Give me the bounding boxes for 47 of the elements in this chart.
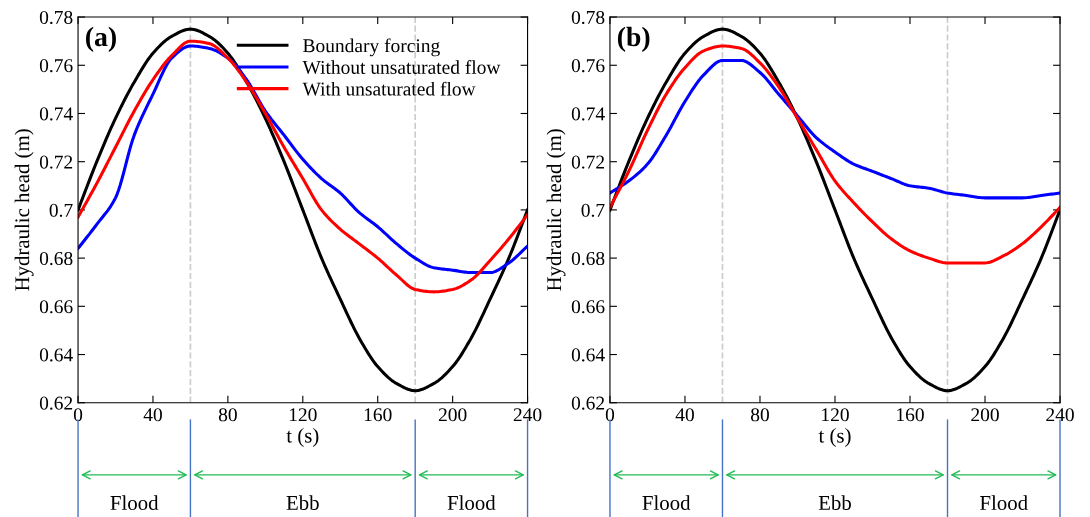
y-axis-title: Hydraulic head (m) — [546, 129, 566, 291]
x-tick-label: 40 — [143, 408, 162, 422]
x-tick-label: 120 — [289, 408, 317, 422]
y-tick-label: 0.7 — [581, 203, 605, 217]
x-tick-label: 0 — [73, 408, 83, 422]
text: Flood — [447, 495, 496, 510]
x-tick-label: 200 — [438, 408, 467, 422]
y-tick-label: 0.78 — [39, 10, 73, 25]
legend-label: With unsaturated flow — [302, 81, 476, 96]
y-tick-label: 0.64 — [39, 348, 73, 362]
x-tick-label: 40 — [675, 408, 694, 422]
y-tick-label: 0.72 — [39, 155, 73, 169]
x-tick-label: 160 — [897, 408, 924, 422]
text: Flood — [110, 495, 159, 510]
y-tick-label: 0.7 — [49, 203, 73, 217]
y-tick-label: 0.68 — [39, 251, 73, 266]
text: Ebb — [818, 495, 851, 510]
y-tick-label: 0.66 — [39, 300, 73, 314]
y-tick-label: 0.74 — [571, 107, 605, 121]
y-axis-title: Hydraulic head (m) — [14, 129, 34, 291]
y-tick-label: 0.68 — [571, 251, 605, 266]
y-tick-label: 0.72 — [571, 155, 605, 169]
text: Flood — [980, 495, 1028, 510]
y-tick-label: 0.78 — [571, 10, 605, 25]
x-axis-title: t (s) — [818, 428, 851, 447]
x-tick-label: 120 — [822, 408, 849, 422]
y-tick-label: 0.74 — [39, 107, 73, 121]
x-axis-title: t (s) — [286, 428, 319, 447]
x-tick-label: 240 — [513, 408, 542, 422]
x-tick-label: 0 — [605, 408, 615, 422]
legend-label: Boundary forcing — [303, 38, 440, 57]
y-tick-label: 0.64 — [571, 348, 605, 362]
x-tick-label: 240 — [1046, 408, 1074, 422]
chart-title: (a) — [86, 26, 116, 52]
chart-title: (b) — [617, 26, 650, 52]
x-tick-label: 200 — [971, 408, 999, 422]
text: Ebb — [286, 495, 319, 510]
legend-label: Without unsaturated flow — [302, 60, 501, 75]
text: Flood — [642, 495, 691, 510]
x-tick-label: 80 — [751, 408, 769, 422]
x-tick-label: 160 — [364, 408, 392, 422]
y-tick-label: 0.76 — [39, 59, 73, 73]
y-tick-label: 0.76 — [571, 59, 605, 73]
y-tick-label: 0.62 — [571, 396, 605, 410]
y-tick-label: 0.66 — [571, 300, 605, 314]
x-tick-label: 80 — [218, 408, 237, 422]
y-tick-label: 0.62 — [39, 396, 73, 410]
